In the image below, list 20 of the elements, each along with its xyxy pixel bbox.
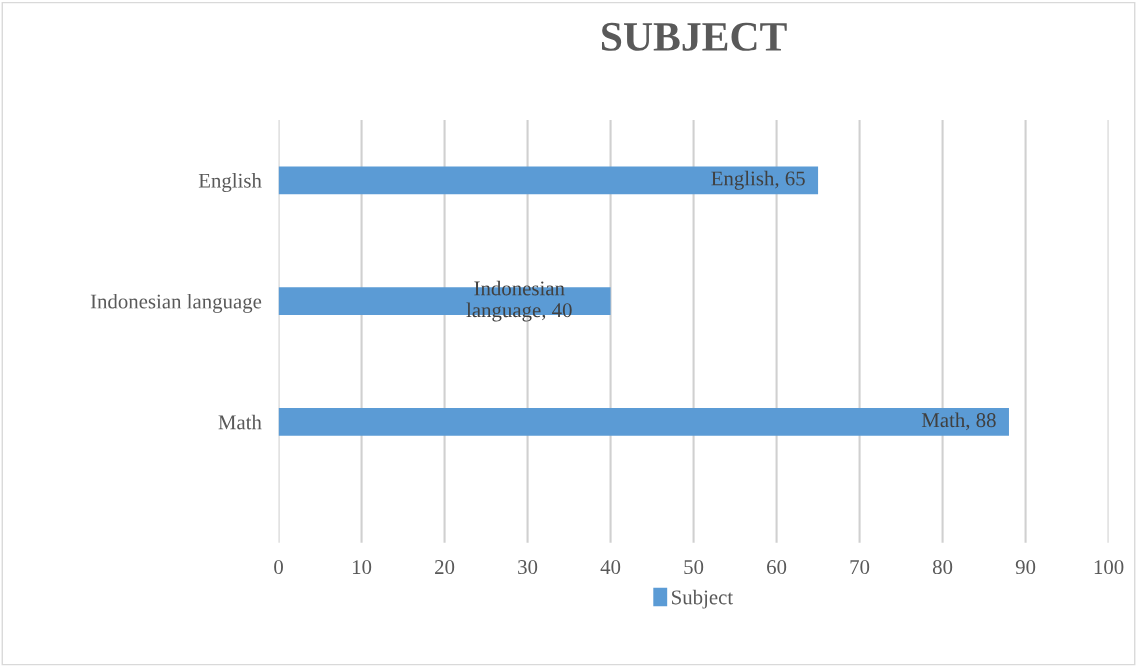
y-tick-label: Indonesian language xyxy=(90,293,262,313)
y-tick-label: Math xyxy=(218,414,262,430)
x-tick-label: 100 xyxy=(1094,560,1124,575)
x-tick-label: 10 xyxy=(352,560,372,575)
x-tick-label: 20 xyxy=(435,560,455,575)
x-tick-label: 0 xyxy=(274,560,283,575)
data-label: Math, 88 xyxy=(921,412,996,431)
x-tick-label: 90 xyxy=(1015,560,1036,575)
data-label: English, 65 xyxy=(711,170,805,190)
y-tick-label: English xyxy=(198,173,262,193)
x-tick-label: 50 xyxy=(684,560,704,575)
x-tick-label: 70 xyxy=(850,560,870,575)
bar xyxy=(278,166,819,195)
x-tick-label: 80 xyxy=(932,560,953,575)
x-tick-label: 30 xyxy=(518,560,538,575)
legend-label: Subject xyxy=(672,589,734,609)
x-tick-label: 60 xyxy=(767,560,787,575)
chart-title: SUBJECT xyxy=(602,22,787,51)
x-tick-label: 40 xyxy=(600,560,621,575)
bar xyxy=(278,408,1009,436)
